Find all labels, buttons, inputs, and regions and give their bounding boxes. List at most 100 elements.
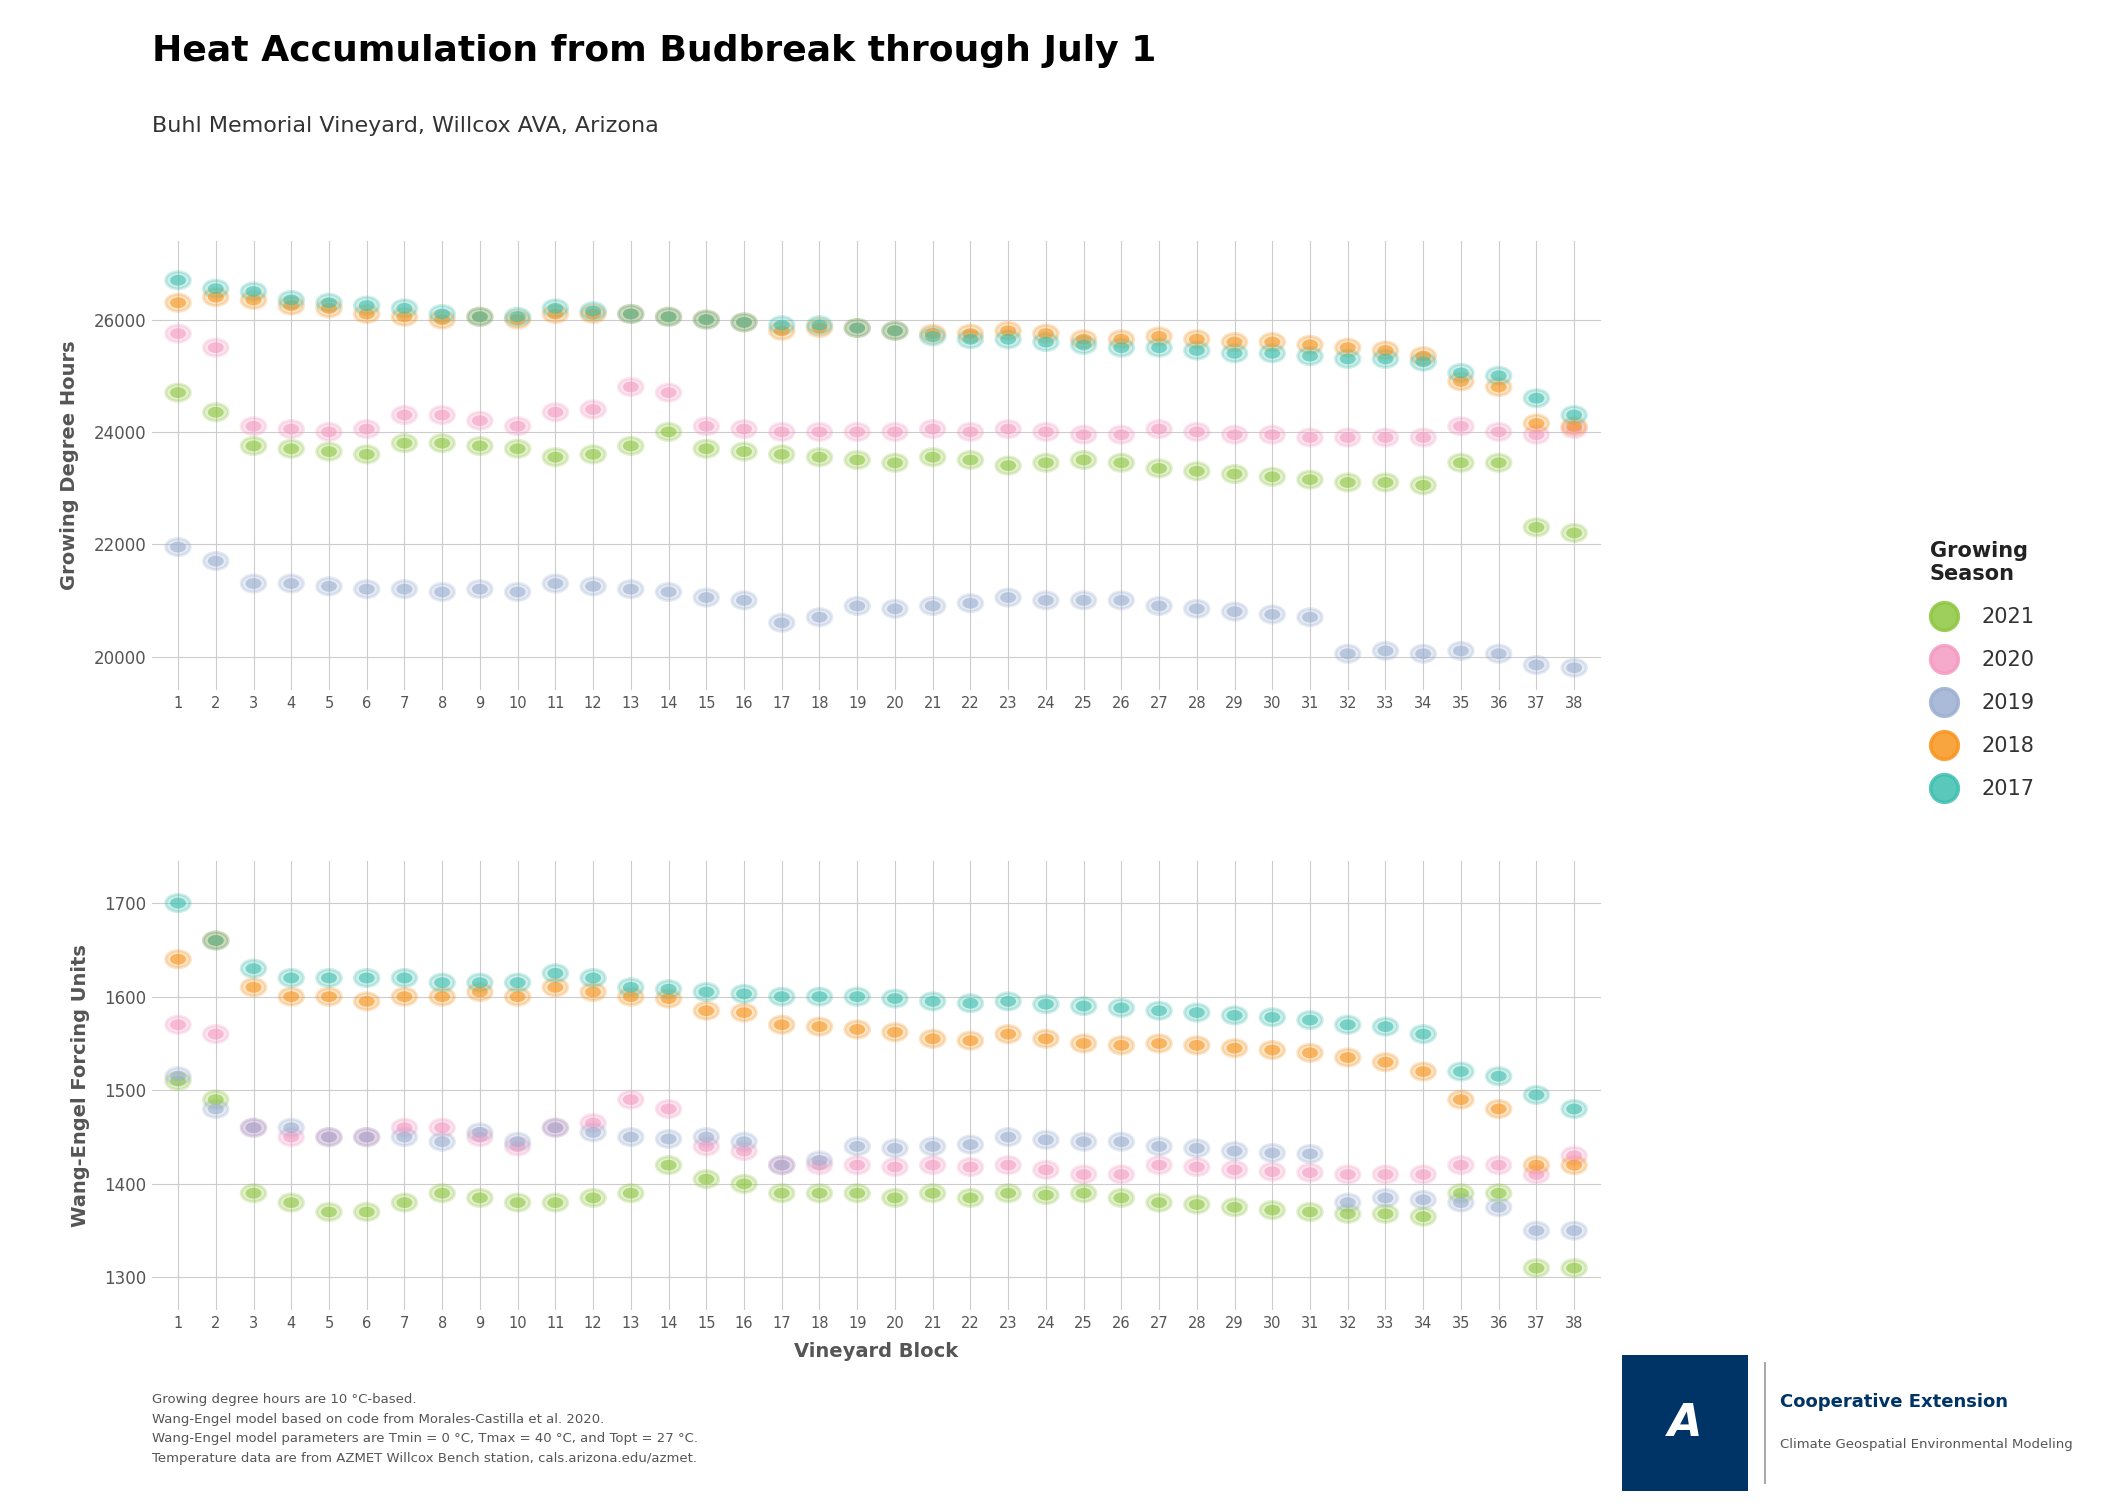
- Ellipse shape: [171, 276, 185, 286]
- Ellipse shape: [849, 426, 866, 437]
- Ellipse shape: [958, 994, 984, 1012]
- Ellipse shape: [1038, 998, 1053, 1009]
- Ellipse shape: [920, 1157, 946, 1173]
- Ellipse shape: [845, 1021, 870, 1038]
- Ellipse shape: [811, 1188, 828, 1199]
- Ellipse shape: [1449, 373, 1474, 390]
- Ellipse shape: [1339, 1208, 1356, 1220]
- Ellipse shape: [1415, 1029, 1432, 1039]
- Ellipse shape: [1567, 1262, 1582, 1274]
- Ellipse shape: [1110, 1190, 1133, 1206]
- Ellipse shape: [284, 423, 299, 435]
- Ellipse shape: [1148, 1157, 1171, 1173]
- Ellipse shape: [430, 1119, 455, 1136]
- Ellipse shape: [920, 1139, 946, 1155]
- Ellipse shape: [1411, 1191, 1436, 1208]
- Ellipse shape: [1563, 524, 1586, 542]
- Ellipse shape: [811, 1021, 828, 1032]
- Ellipse shape: [882, 322, 908, 339]
- Ellipse shape: [807, 449, 832, 465]
- Ellipse shape: [962, 598, 979, 608]
- Ellipse shape: [358, 309, 375, 319]
- Ellipse shape: [1259, 333, 1285, 351]
- Ellipse shape: [882, 1024, 908, 1041]
- Ellipse shape: [1373, 643, 1398, 660]
- Ellipse shape: [1302, 1048, 1318, 1059]
- Ellipse shape: [166, 1068, 190, 1084]
- Ellipse shape: [1335, 1050, 1360, 1066]
- Ellipse shape: [1449, 1063, 1474, 1080]
- Ellipse shape: [1335, 1194, 1360, 1211]
- Ellipse shape: [1302, 1206, 1318, 1217]
- Ellipse shape: [695, 312, 718, 328]
- Ellipse shape: [1449, 1185, 1474, 1202]
- Ellipse shape: [1264, 471, 1280, 482]
- Ellipse shape: [316, 988, 341, 1005]
- Ellipse shape: [731, 985, 756, 1003]
- Ellipse shape: [882, 1158, 908, 1176]
- Ellipse shape: [619, 1090, 642, 1108]
- Ellipse shape: [1491, 1202, 1506, 1212]
- Ellipse shape: [1000, 1029, 1015, 1039]
- Ellipse shape: [1449, 643, 1474, 660]
- Ellipse shape: [358, 1206, 375, 1217]
- Ellipse shape: [619, 378, 642, 396]
- Ellipse shape: [1226, 1042, 1243, 1054]
- Ellipse shape: [468, 1190, 493, 1206]
- Ellipse shape: [737, 446, 752, 456]
- Ellipse shape: [1335, 474, 1360, 491]
- Ellipse shape: [208, 292, 223, 303]
- Ellipse shape: [392, 1128, 417, 1146]
- Ellipse shape: [849, 1188, 866, 1199]
- Ellipse shape: [1152, 1197, 1167, 1208]
- Ellipse shape: [316, 970, 341, 986]
- Ellipse shape: [1034, 1131, 1057, 1149]
- Ellipse shape: [699, 315, 714, 325]
- Ellipse shape: [1072, 336, 1095, 354]
- Ellipse shape: [887, 1027, 903, 1038]
- Ellipse shape: [354, 1128, 379, 1146]
- Ellipse shape: [1491, 1160, 1506, 1170]
- Ellipse shape: [920, 1030, 946, 1047]
- Ellipse shape: [430, 583, 455, 601]
- Ellipse shape: [1259, 1042, 1285, 1059]
- Ellipse shape: [510, 315, 526, 325]
- Ellipse shape: [1264, 1166, 1280, 1178]
- Ellipse shape: [1000, 334, 1015, 345]
- Ellipse shape: [1259, 605, 1285, 623]
- Ellipse shape: [505, 312, 531, 328]
- Ellipse shape: [1377, 345, 1394, 355]
- Ellipse shape: [699, 592, 714, 602]
- Ellipse shape: [396, 303, 413, 313]
- Ellipse shape: [1264, 1148, 1280, 1158]
- Ellipse shape: [392, 988, 417, 1005]
- Ellipse shape: [1190, 1199, 1205, 1209]
- Ellipse shape: [1525, 520, 1548, 536]
- Ellipse shape: [1034, 333, 1057, 351]
- Ellipse shape: [1377, 354, 1394, 364]
- Ellipse shape: [548, 309, 562, 319]
- Ellipse shape: [316, 1128, 341, 1146]
- Ellipse shape: [316, 1128, 341, 1146]
- Ellipse shape: [1567, 410, 1582, 420]
- Ellipse shape: [661, 312, 676, 322]
- Ellipse shape: [1076, 595, 1091, 605]
- Ellipse shape: [962, 1139, 979, 1151]
- Ellipse shape: [204, 932, 227, 949]
- Ellipse shape: [434, 410, 451, 420]
- Ellipse shape: [657, 980, 680, 997]
- Ellipse shape: [1302, 432, 1318, 443]
- Ellipse shape: [1184, 601, 1209, 617]
- Ellipse shape: [1339, 1169, 1356, 1179]
- Ellipse shape: [1415, 1211, 1432, 1221]
- Ellipse shape: [1449, 1090, 1474, 1108]
- Ellipse shape: [811, 991, 828, 1001]
- Ellipse shape: [887, 426, 903, 437]
- Ellipse shape: [434, 1122, 451, 1133]
- Ellipse shape: [166, 539, 190, 556]
- Ellipse shape: [208, 283, 223, 294]
- Ellipse shape: [1038, 1190, 1053, 1200]
- Ellipse shape: [1377, 432, 1394, 443]
- Ellipse shape: [1264, 1205, 1280, 1215]
- Ellipse shape: [320, 426, 337, 437]
